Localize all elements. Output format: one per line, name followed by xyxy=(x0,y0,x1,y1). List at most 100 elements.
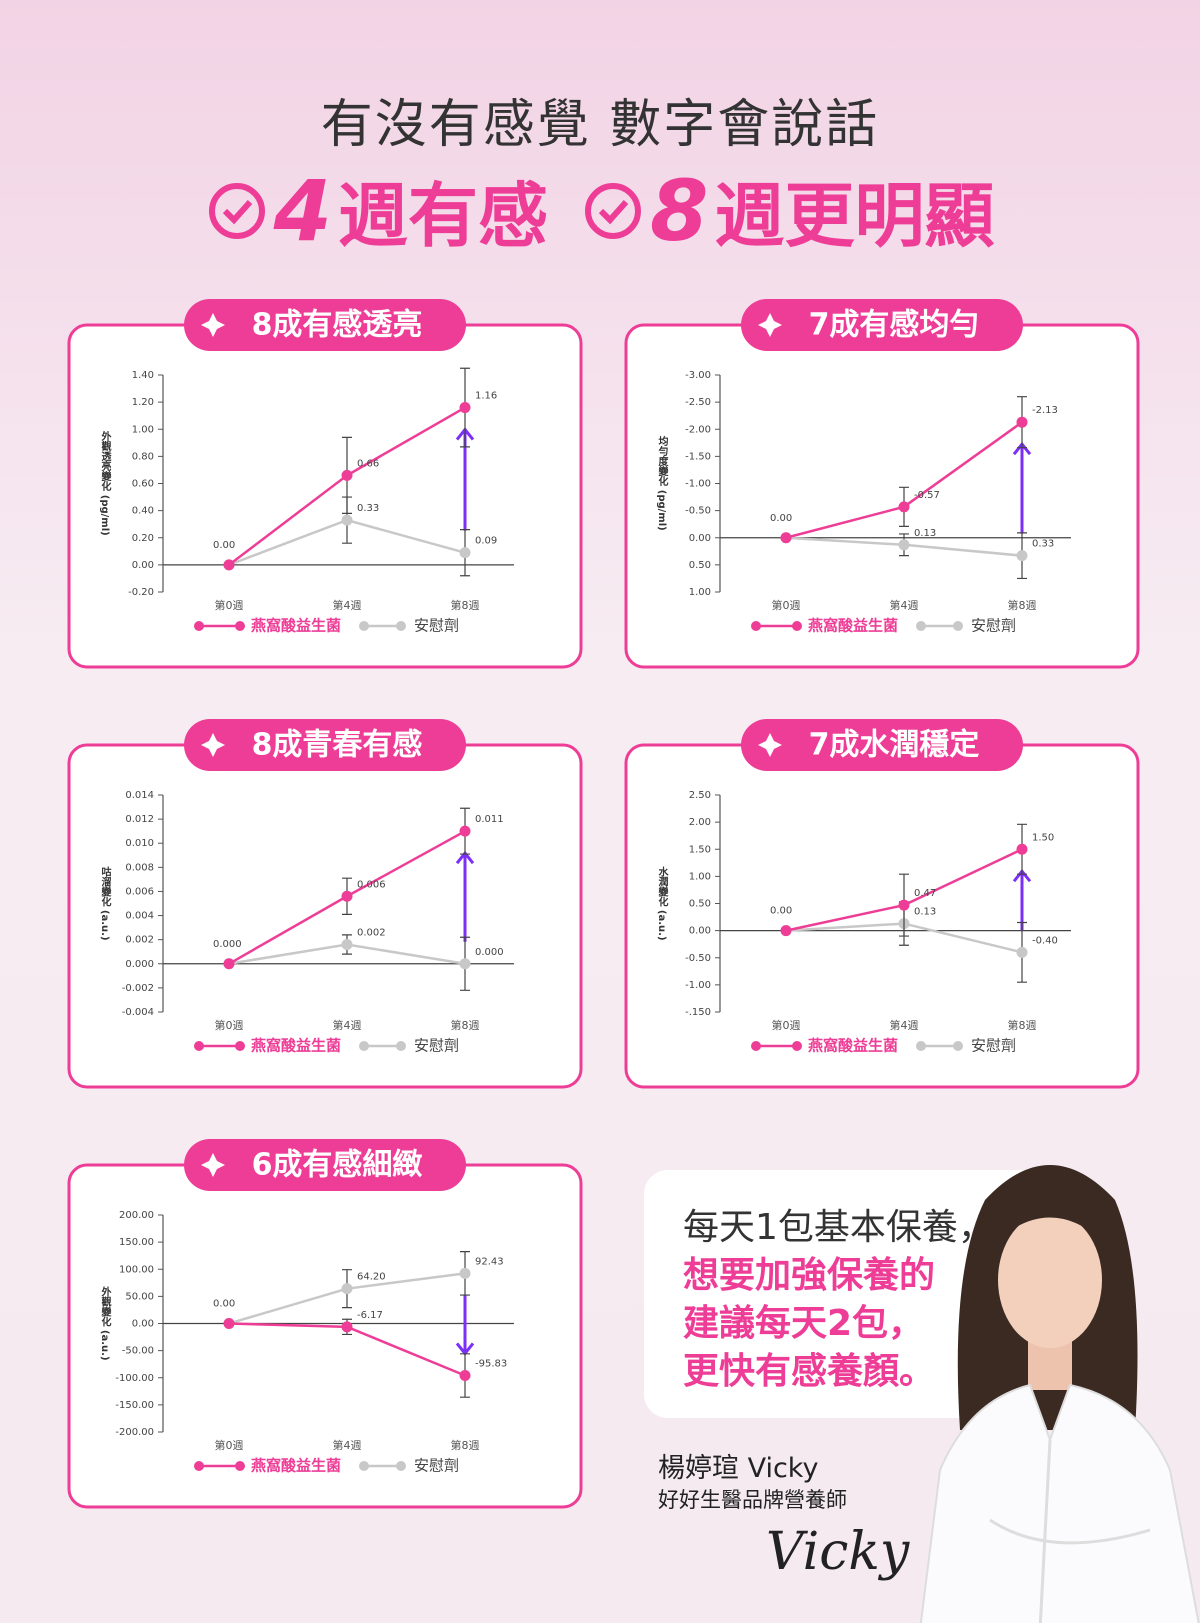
y-tick-label: -0.20 xyxy=(128,587,154,598)
data-label: 0.011 xyxy=(475,814,504,825)
data-label: 0.33 xyxy=(1032,539,1054,550)
week-number: 4 xyxy=(273,161,332,260)
data-label: 0.00 xyxy=(770,513,792,524)
y-tick-label: -0.50 xyxy=(685,953,711,964)
data-label: 0.00 xyxy=(770,906,792,917)
point xyxy=(898,539,910,551)
x-tick-label: 第0週 xyxy=(215,1438,244,1452)
legend-dot xyxy=(235,1461,245,1471)
data-label: 1.16 xyxy=(475,391,497,402)
legend-label: 燕窩酸益生菌 xyxy=(251,1037,341,1055)
x-tick-label: 第4週 xyxy=(890,598,919,612)
legend-label: 安慰劑 xyxy=(414,1457,459,1475)
legend-label: 安慰劑 xyxy=(971,1037,1016,1055)
y-tick-label: 0.012 xyxy=(125,814,154,825)
data-label: -6.17 xyxy=(357,1310,383,1321)
point xyxy=(780,925,792,937)
data-label: 0.13 xyxy=(914,528,936,539)
y-tick-label: -3.00 xyxy=(685,370,711,381)
chart-panel: 6成有感細緻 200.00 150.00 100.00 50.00 0.00 -50.00 -… xyxy=(67,1139,583,1509)
quote-line: 每天1包基本保養， xyxy=(683,1207,994,1248)
legend-dot xyxy=(916,621,926,631)
legend-dot xyxy=(194,1041,204,1051)
legend-dot xyxy=(751,1041,761,1051)
y-tick-label: -2.50 xyxy=(685,397,711,408)
week-text: 週有感 xyxy=(338,175,548,257)
badge-title: 8成有感透亮 xyxy=(252,308,423,343)
x-tick-label: 第8週 xyxy=(451,1018,480,1032)
legend-label: 安慰劑 xyxy=(971,617,1016,635)
data-label: 1.50 xyxy=(1032,832,1054,843)
y-tick-label: 2.50 xyxy=(689,790,711,801)
y-tick-label: -0.004 xyxy=(122,1007,154,1018)
person-role: 好好生醫品牌營養師 xyxy=(658,1488,847,1512)
legend-dot xyxy=(953,621,963,631)
y-tick-label: 0.20 xyxy=(132,533,154,544)
y-tick-label: 0.002 xyxy=(125,935,154,946)
y-tick-label: -1.00 xyxy=(685,980,711,991)
badge xyxy=(741,299,1023,351)
legend-dot xyxy=(359,621,369,631)
x-tick-label: 第0週 xyxy=(772,1018,801,1032)
y-tick-label: 0.60 xyxy=(132,479,154,490)
legend-dot xyxy=(396,1461,406,1471)
point xyxy=(1016,550,1028,562)
y-tick-label: 0.00 xyxy=(689,926,711,937)
point xyxy=(1016,416,1028,428)
person-name: 楊婷瑄 Vicky xyxy=(658,1453,819,1484)
legend-label: 燕窩酸益生菌 xyxy=(808,1037,898,1055)
badge-title: 7成水潤穩定 xyxy=(809,728,980,763)
point xyxy=(459,825,471,837)
data-label: 92.43 xyxy=(475,1256,504,1267)
point xyxy=(1016,843,1028,855)
y-tick-label: 0.014 xyxy=(125,790,154,801)
point xyxy=(341,890,353,902)
legend-label: 安慰劑 xyxy=(414,617,459,635)
chart-panel: 7成有感均勻 -3.00 -2.50 -2.00 -1.50 -1.00 -0.50 0.00… xyxy=(624,299,1140,669)
y-tick-label: 200.00 xyxy=(119,1210,154,1221)
y-axis-label: 外觀透亮變化 (pg/ml) xyxy=(99,430,112,536)
badge-title: 8成青春有感 xyxy=(252,728,423,763)
y-tick-label: 0.008 xyxy=(125,862,154,873)
point xyxy=(459,1267,471,1279)
quote-line: 更快有感養顏。 xyxy=(683,1351,936,1392)
point xyxy=(780,532,792,544)
legend-dot xyxy=(359,1461,369,1471)
point xyxy=(1016,946,1028,958)
x-tick-label: 第0週 xyxy=(772,598,801,612)
legend-label: 安慰劑 xyxy=(414,1037,459,1055)
chart-panel: 7成水潤穩定 2.50 2.00 1.50 1.00 0.50 0.00 -0.50 -1.00… xyxy=(624,719,1140,1089)
legend-dot xyxy=(396,621,406,631)
point xyxy=(898,899,910,911)
week-number: 8 xyxy=(650,161,709,260)
y-tick-label: 0.004 xyxy=(125,911,154,922)
y-tick-label: -0.002 xyxy=(122,983,154,994)
week-text: 週更明顯 xyxy=(714,175,995,257)
badge-icon xyxy=(758,313,782,337)
data-label: 0.33 xyxy=(357,503,379,514)
y-tick-label: -.150 xyxy=(685,1007,711,1018)
legend-dot xyxy=(916,1041,926,1051)
x-tick-label: 第4週 xyxy=(333,1438,362,1452)
x-tick-label: 第0週 xyxy=(215,598,244,612)
data-label: 0.002 xyxy=(357,927,386,938)
data-label: -2.13 xyxy=(1032,405,1058,416)
legend-dot xyxy=(792,1041,802,1051)
y-tick-label: -100.00 xyxy=(115,1373,154,1384)
badge-icon xyxy=(201,313,225,337)
point xyxy=(341,469,353,481)
data-label: 0.006 xyxy=(357,879,386,890)
badge-icon xyxy=(758,733,782,757)
legend-label: 燕窩酸益生菌 xyxy=(251,1457,341,1475)
legend-dot xyxy=(792,621,802,631)
data-label: 0.000 xyxy=(213,939,242,950)
y-tick-label: 1.00 xyxy=(689,587,711,598)
quote-line: 建議每天2包， xyxy=(683,1303,925,1344)
y-axis-label: 外觀變化 (a.u.) xyxy=(99,1285,112,1360)
chart-panel: 8成有感透亮 1.40 1.20 1.00 0.80 0.60 0.40 0.20 0.00 -0… xyxy=(67,299,583,669)
y-axis-label: 水潤變化 (a.u.) xyxy=(656,865,669,940)
point xyxy=(223,1318,235,1329)
y-axis-label: 均勻度變化 (pg/ml) xyxy=(656,435,669,531)
